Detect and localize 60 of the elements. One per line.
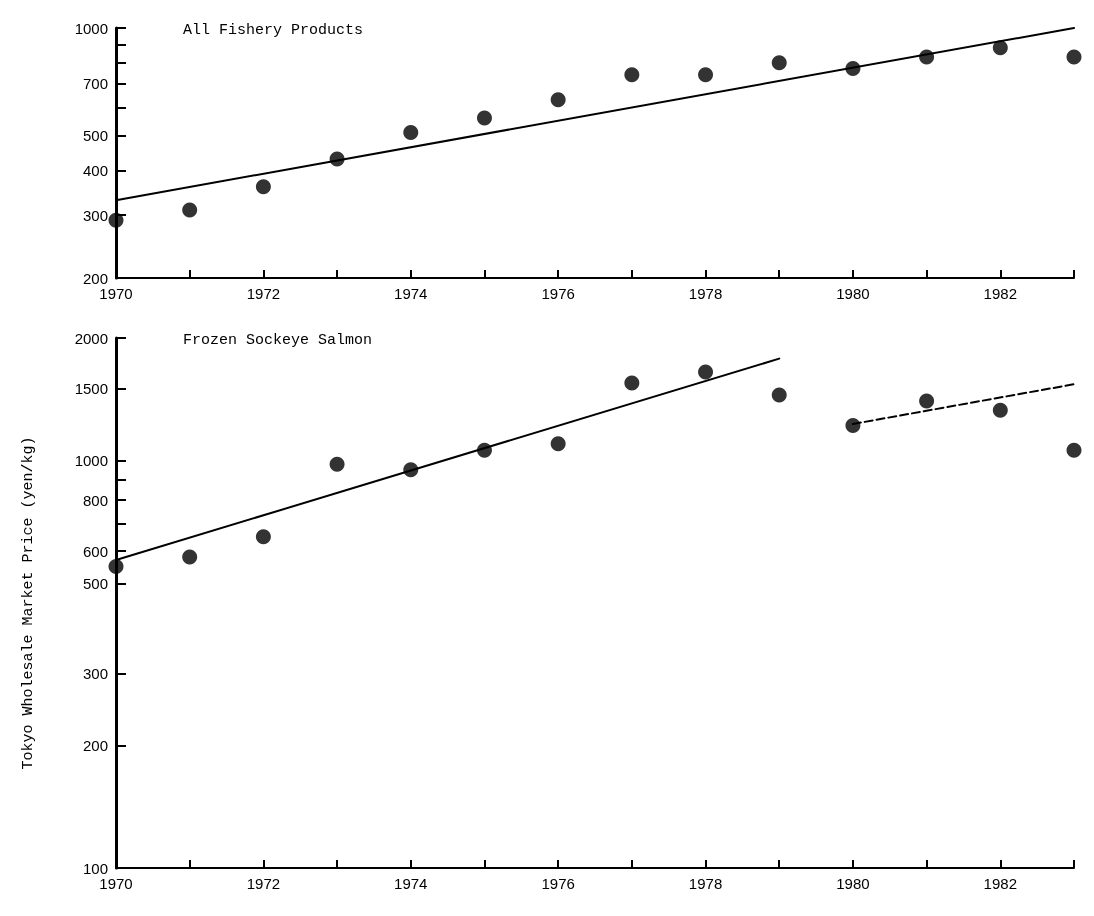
chart-title: All Fishery Products <box>183 22 364 39</box>
x-tick-label: 1972 <box>246 285 281 302</box>
point <box>476 442 492 458</box>
y-tick-label: 1000 <box>74 452 108 470</box>
x-tick-label: 1978 <box>688 285 723 302</box>
y-tick-label: 400 <box>82 161 108 179</box>
point <box>403 125 419 141</box>
y-tick-label: 700 <box>82 74 108 92</box>
x-tick-label: 1978 <box>688 875 723 892</box>
y-tick-label: 1500 <box>74 380 108 398</box>
point <box>845 61 861 77</box>
point <box>329 456 345 472</box>
point <box>550 92 566 108</box>
y-tick-label: 300 <box>82 206 108 224</box>
x-tick-label: 1980 <box>836 875 870 892</box>
y-tick-label: 100 <box>82 859 108 877</box>
point <box>624 375 640 391</box>
point <box>255 179 271 195</box>
x-tick-label: 1982 <box>983 875 1017 892</box>
point <box>403 462 419 478</box>
point <box>476 110 492 126</box>
point <box>108 558 124 574</box>
point <box>698 364 714 380</box>
y-tick-label: 800 <box>82 491 108 509</box>
x-tick-label: 1976 <box>541 285 575 302</box>
y-tick-label: 200 <box>82 269 108 287</box>
y-tick-label: 500 <box>82 574 108 592</box>
y-axis-title: Tokyo Wholesale Market Price (yen/kg) <box>20 436 37 770</box>
y-tick-label: 2000 <box>74 329 108 347</box>
y-tick-label: 600 <box>82 542 108 560</box>
point <box>919 49 935 65</box>
y-tick-label: 1000 <box>74 19 108 37</box>
point <box>992 40 1008 56</box>
x-tick-label: 1972 <box>246 875 281 892</box>
point <box>182 549 198 565</box>
y-tick-label: 300 <box>82 665 108 683</box>
point <box>919 393 935 409</box>
x-tick-label: 1980 <box>836 285 870 302</box>
point <box>1066 49 1082 65</box>
x-tick-label: 1970 <box>99 285 133 302</box>
point <box>1066 442 1082 458</box>
point <box>182 202 198 218</box>
point <box>329 151 345 167</box>
point <box>108 212 124 228</box>
point <box>255 529 271 545</box>
point <box>550 436 566 452</box>
point <box>992 402 1008 418</box>
x-tick-label: 1976 <box>541 875 575 892</box>
point <box>845 417 861 433</box>
x-tick-label: 1982 <box>983 285 1017 302</box>
point <box>771 387 787 403</box>
x-tick-label: 1974 <box>394 285 428 302</box>
point <box>698 67 714 83</box>
y-tick-label: 500 <box>82 127 108 145</box>
x-tick-label: 1974 <box>394 875 428 892</box>
chart-title: Frozen Sockeye Salmon <box>183 332 373 349</box>
y-tick-label: 200 <box>82 736 108 754</box>
x-tick-label: 1970 <box>99 875 133 892</box>
point <box>624 67 640 83</box>
point <box>771 55 787 71</box>
